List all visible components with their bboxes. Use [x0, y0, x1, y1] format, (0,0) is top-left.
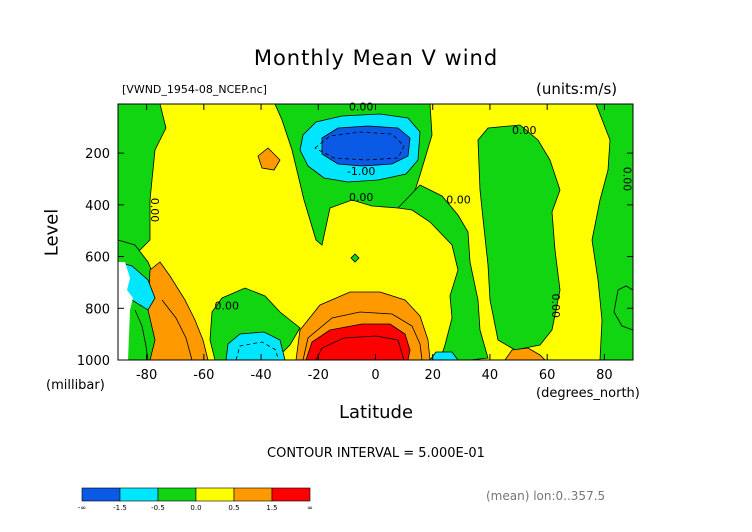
negative-contour-line	[235, 341, 279, 361]
contour-label: 0.00	[549, 293, 562, 318]
negative-contour-line	[314, 131, 405, 161]
colorbar-segment	[157, 487, 197, 502]
x-unit-label: (degrees_north)	[536, 386, 640, 401]
colorbar-label: -0.5	[151, 504, 165, 512]
x-axis-label: Latitude	[338, 402, 414, 423]
colorbar-label: ∞	[307, 504, 313, 512]
contour-fill-green	[477, 124, 561, 351]
units-label: (units:m/s)	[536, 80, 618, 98]
colorbar-label: -1.5	[113, 504, 127, 512]
x-tick-label: 20	[424, 368, 441, 383]
contour-fill-red	[305, 323, 411, 361]
positive-contour-line	[302, 311, 423, 361]
y-unit-label: (millibar)	[46, 378, 105, 393]
contour-fill-green	[350, 253, 360, 263]
x-tick-label: -80	[136, 368, 157, 383]
colorbar-segment	[233, 487, 273, 502]
x-tick-label: 80	[596, 368, 613, 383]
colorbar-label: 1.5	[266, 504, 277, 512]
colorbar-label: 0.5	[228, 504, 239, 512]
contour-label: 0.00	[446, 194, 471, 207]
x-tick-label: 40	[482, 368, 499, 383]
positive-contour-line	[315, 335, 405, 361]
x-tick-label: 60	[539, 368, 556, 383]
colorbar: -∞ -1.5 -0.5 0.0 0.5 1.5 ∞	[78, 487, 313, 512]
contour-label: 0.00	[214, 300, 239, 313]
file-label: [VWND_1954-08_NCEP.nc]	[122, 83, 267, 96]
positive-contour-line	[134, 309, 149, 361]
colorbar-segment	[271, 487, 311, 502]
contour-label: 0.00	[349, 191, 374, 204]
footer-label: (mean) lon:0..357.5	[486, 489, 606, 503]
colorbar-segment	[195, 487, 235, 502]
x-tick-label: -20	[308, 368, 329, 383]
contour-fill-blue	[321, 125, 411, 167]
x-tick-label: 0	[371, 368, 379, 383]
contour-label: 0.00	[349, 101, 374, 114]
colorbar-segment	[81, 487, 121, 502]
x-tick-label: -60	[193, 368, 214, 383]
y-tick-label: 800	[85, 302, 110, 317]
contour-fill-orange	[147, 261, 209, 361]
chart-title: Monthly Mean V wind	[253, 46, 499, 70]
y-tick-label: 600	[85, 251, 110, 266]
y-axis-label: Level	[41, 208, 63, 257]
plot-area	[117, 103, 634, 361]
positive-contour-line	[161, 299, 193, 361]
y-tick-label: 1000	[77, 354, 110, 369]
contour-labels: 0.00 0.00 -1.00 0.00 0.00 0.00 0.00 0.00 0.00	[148, 101, 633, 318]
axes: -80 -60 -40 -20 0 20 40 60 80 200 400 600 800 1000	[77, 104, 633, 383]
y-tick-label: 200	[85, 147, 110, 162]
contour-label: 0.00	[148, 198, 161, 223]
missing-data-region	[118, 262, 133, 360]
contour-interval-label: CONTOUR INTERVAL = 5.000E-01	[267, 446, 485, 461]
contour-label: 0.00	[512, 124, 537, 137]
contour-label: -1.00	[347, 165, 375, 178]
contour-fill-orange	[257, 147, 281, 171]
colorbar-label: -∞	[78, 504, 86, 512]
y-tick-label: 400	[85, 199, 110, 214]
colorbar-label: 0.0	[190, 504, 201, 512]
contour-label: 0.00	[620, 167, 633, 192]
x-tick-label: -40	[250, 368, 271, 383]
colorbar-segment	[119, 487, 159, 502]
